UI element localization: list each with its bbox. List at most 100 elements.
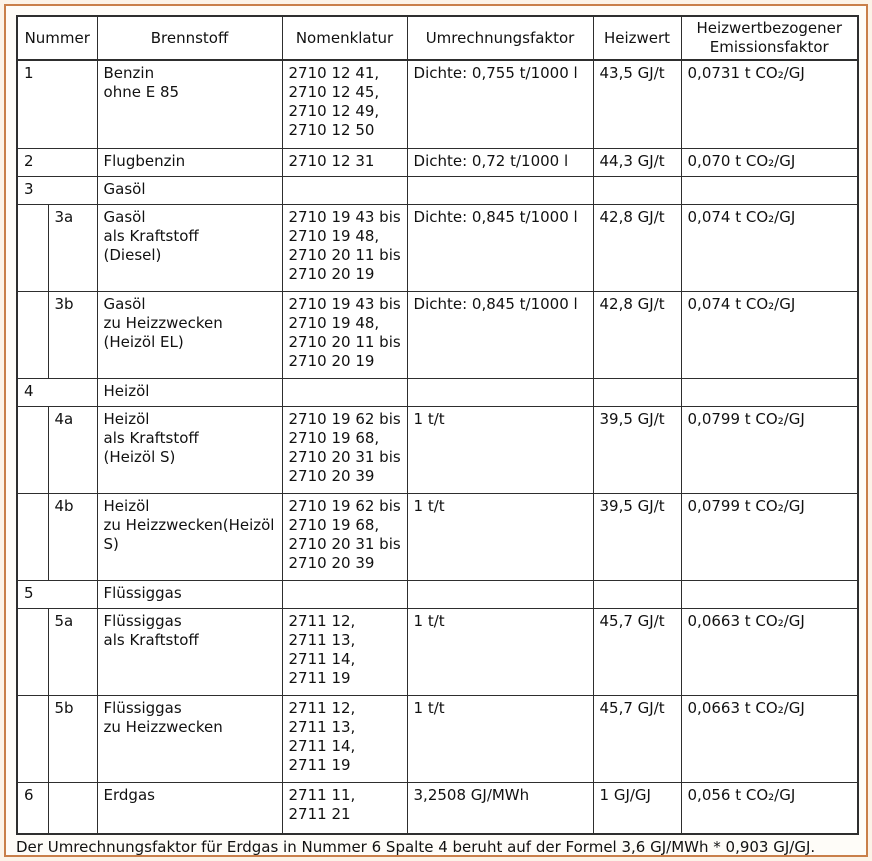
cell-nomenklatur xyxy=(281,175,408,205)
cell-umrechnungsfaktor xyxy=(406,377,594,407)
cell-umrechnungsfaktor xyxy=(406,175,594,205)
cell-umrechnungsfaktor: 3,2508 GJ/MWh xyxy=(406,781,594,835)
col-header-umrechnungsfaktor: Umrechnungsfaktor xyxy=(406,15,594,61)
table-row-5b: 5b Flüssiggas zu Heizzwecken 2711 12, 27… xyxy=(16,694,859,783)
cell-heizwert: 1 GJ/GJ xyxy=(592,781,682,835)
cell-heizwert: 39,5 GJ/t xyxy=(592,492,682,581)
cell-nomenklatur: 2710 19 62 bis 2710 19 68, 2710 20 31 bi… xyxy=(281,405,408,494)
cell-emissionsfaktor: 0,0799 t CO₂/GJ xyxy=(680,492,859,581)
cell-heizwert: 42,8 GJ/t xyxy=(592,203,682,292)
cell-emissionsfaktor: 0,0731 t CO₂/GJ xyxy=(680,59,859,149)
cell-heizwert: 43,5 GJ/t xyxy=(592,59,682,149)
cell-brennstoff: Heizöl xyxy=(96,377,283,407)
cell-brennstoff: Erdgas xyxy=(96,781,283,835)
cell-heizwert: 45,7 GJ/t xyxy=(592,607,682,696)
cell-emissionsfaktor: 0,056 t CO₂/GJ xyxy=(680,781,859,835)
cell-heizwert xyxy=(592,175,682,205)
col-header-heizwert: Heizwert xyxy=(592,15,682,61)
cell-nummer: 3 xyxy=(16,175,98,205)
cell-nummer-spacer xyxy=(16,492,49,581)
cell-emissionsfaktor xyxy=(680,579,859,609)
cell-nomenklatur: 2710 19 43 bis 2710 19 48, 2710 20 11 bi… xyxy=(281,203,408,292)
cell-brennstoff: Heizöl als Kraftstoff (Heizöl S) xyxy=(96,405,283,494)
cell-umrechnungsfaktor xyxy=(406,579,594,609)
cell-brennstoff: Gasöl als Kraftstoff (Diesel) xyxy=(96,203,283,292)
table-row-4b: 4b Heizöl zu Heizzwecken(Heizöl S) 2710 … xyxy=(16,492,859,581)
cell-nummer: 2 xyxy=(16,147,98,177)
cell-brennstoff: Flüssiggas als Kraftstoff xyxy=(96,607,283,696)
table-row-6: 6 Erdgas 2711 11, 2711 21 3,2508 GJ/MWh … xyxy=(16,781,859,835)
cell-emissionsfaktor: 0,0663 t CO₂/GJ xyxy=(680,607,859,696)
cell-emissionsfaktor: 0,0799 t CO₂/GJ xyxy=(680,405,859,494)
fuel-factors-table: Nummer Brennstoff Nomenklatur Umrechnung… xyxy=(16,15,860,835)
cell-subnummer: 4a xyxy=(47,405,98,494)
cell-nomenklatur: 2710 19 62 bis 2710 19 68, 2710 20 31 bi… xyxy=(281,492,408,581)
cell-umrechnungsfaktor: 1 t/t xyxy=(406,694,594,783)
cell-brennstoff: Flüssiggas xyxy=(96,579,283,609)
table-row-1: 1 Benzin ohne E 85 2710 12 41, 2710 12 4… xyxy=(16,59,859,149)
cell-subnummer: 3a xyxy=(47,203,98,292)
col-header-nomenklatur: Nomenklatur xyxy=(281,15,408,61)
table-row-3b: 3b Gasöl zu Heizzwecken (Heizöl EL) 2710… xyxy=(16,290,859,379)
cell-nummer-spacer xyxy=(16,203,49,292)
cell-nomenklatur xyxy=(281,377,408,407)
table-row-4a: 4a Heizöl als Kraftstoff (Heizöl S) 2710… xyxy=(16,405,859,494)
cell-subnummer: 4b xyxy=(47,492,98,581)
cell-brennstoff: Heizöl zu Heizzwecken(Heizöl S) xyxy=(96,492,283,581)
cell-umrechnungsfaktor: 1 t/t xyxy=(406,405,594,494)
cell-nomenklatur: 2711 12, 2711 13, 2711 14, 2711 19 xyxy=(281,607,408,696)
cell-nummer: 5 xyxy=(16,579,98,609)
cell-subnummer: 5a xyxy=(47,607,98,696)
table-row-4: 4 Heizöl xyxy=(16,377,859,407)
cell-umrechnungsfaktor: Dichte: 0,845 t/1000 l xyxy=(406,290,594,379)
cell-emissionsfaktor: 0,074 t CO₂/GJ xyxy=(680,203,859,292)
cell-nomenklatur: 2711 12, 2711 13, 2711 14, 2711 19 xyxy=(281,694,408,783)
cell-subnummer: 3b xyxy=(47,290,98,379)
footnote: Der Umrechnungsfaktor für Erdgas in Numm… xyxy=(16,838,816,856)
col-header-nummer: Nummer xyxy=(16,15,98,61)
col-header-emissionsfaktor: Heizwertbezogener Emissionsfaktor xyxy=(680,15,859,61)
cell-nummer: 1 xyxy=(16,59,98,149)
document-frame: Nummer Brennstoff Nomenklatur Umrechnung… xyxy=(4,4,868,857)
cell-heizwert: 39,5 GJ/t xyxy=(592,405,682,494)
cell-heizwert: 42,8 GJ/t xyxy=(592,290,682,379)
cell-umrechnungsfaktor: Dichte: 0,72 t/1000 l xyxy=(406,147,594,177)
cell-nummer-spacer xyxy=(16,290,49,379)
cell-heizwert xyxy=(592,579,682,609)
cell-nomenklatur: 2711 11, 2711 21 xyxy=(281,781,408,835)
table-row-5a: 5a Flüssiggas als Kraftstoff 2711 12, 27… xyxy=(16,607,859,696)
cell-nummer-spacer xyxy=(16,694,49,783)
table-row-3: 3 Gasöl xyxy=(16,175,859,205)
cell-nomenklatur: 2710 12 41, 2710 12 45, 2710 12 49, 2710… xyxy=(281,59,408,149)
cell-subnummer: 5b xyxy=(47,694,98,783)
cell-brennstoff: Flugbenzin xyxy=(96,147,283,177)
cell-umrechnungsfaktor: 1 t/t xyxy=(406,607,594,696)
cell-nomenklatur: 2710 12 31 xyxy=(281,147,408,177)
table-header-row: Nummer Brennstoff Nomenklatur Umrechnung… xyxy=(16,15,859,61)
cell-umrechnungsfaktor: Dichte: 0,755 t/1000 l xyxy=(406,59,594,149)
cell-nummer: 4 xyxy=(16,377,98,407)
cell-umrechnungsfaktor: 1 t/t xyxy=(406,492,594,581)
cell-subnummer-spacer xyxy=(47,781,98,835)
cell-nomenklatur: 2710 19 43 bis 2710 19 48, 2710 20 11 bi… xyxy=(281,290,408,379)
cell-nummer-spacer xyxy=(16,607,49,696)
table-row-5: 5 Flüssiggas xyxy=(16,579,859,609)
cell-emissionsfaktor: 0,070 t CO₂/GJ xyxy=(680,147,859,177)
cell-emissionsfaktor xyxy=(680,377,859,407)
cell-emissionsfaktor xyxy=(680,175,859,205)
cell-nummer-spacer xyxy=(16,405,49,494)
cell-heizwert: 44,3 GJ/t xyxy=(592,147,682,177)
cell-emissionsfaktor: 0,0663 t CO₂/GJ xyxy=(680,694,859,783)
cell-brennstoff: Gasöl zu Heizzwecken (Heizöl EL) xyxy=(96,290,283,379)
cell-heizwert xyxy=(592,377,682,407)
col-header-brennstoff: Brennstoff xyxy=(96,15,283,61)
cell-nomenklatur xyxy=(281,579,408,609)
cell-umrechnungsfaktor: Dichte: 0,845 t/1000 l xyxy=(406,203,594,292)
cell-brennstoff: Gasöl xyxy=(96,175,283,205)
table-row-3a: 3a Gasöl als Kraftstoff (Diesel) 2710 19… xyxy=(16,203,859,292)
cell-brennstoff: Flüssiggas zu Heizzwecken xyxy=(96,694,283,783)
table-row-2: 2 Flugbenzin 2710 12 31 Dichte: 0,72 t/1… xyxy=(16,147,859,177)
cell-emissionsfaktor: 0,074 t CO₂/GJ xyxy=(680,290,859,379)
cell-brennstoff: Benzin ohne E 85 xyxy=(96,59,283,149)
